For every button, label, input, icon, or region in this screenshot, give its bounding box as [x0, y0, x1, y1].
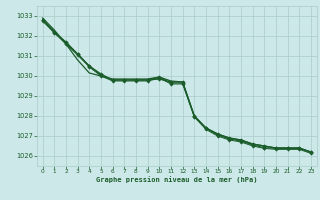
- X-axis label: Graphe pression niveau de la mer (hPa): Graphe pression niveau de la mer (hPa): [96, 177, 258, 183]
